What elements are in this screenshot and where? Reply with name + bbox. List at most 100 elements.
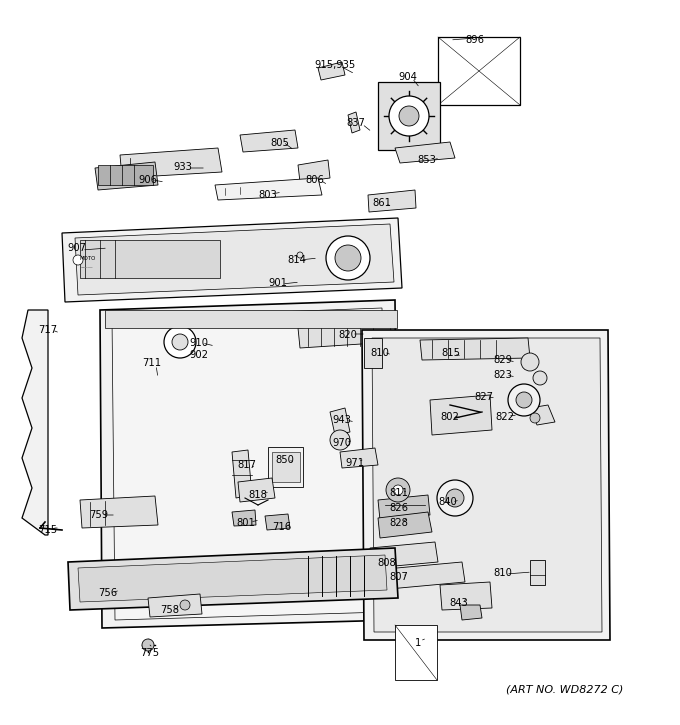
Text: 943: 943 [333, 415, 352, 425]
Bar [80, 240, 220, 278]
Polygon shape [112, 308, 385, 620]
Text: 808: 808 [377, 558, 396, 568]
Polygon shape [148, 594, 202, 617]
Text: 801: 801 [237, 518, 256, 528]
Polygon shape [372, 338, 602, 632]
Text: 811: 811 [390, 488, 409, 498]
Polygon shape [378, 512, 432, 538]
Polygon shape [395, 142, 455, 163]
Polygon shape [348, 112, 360, 133]
Polygon shape [440, 582, 492, 610]
Text: 837: 837 [347, 118, 365, 128]
Bar [378, 82, 440, 150]
Polygon shape [265, 514, 290, 530]
Text: 815: 815 [441, 348, 460, 358]
Text: 758: 758 [160, 605, 180, 615]
Polygon shape [78, 555, 387, 602]
Bar [268, 447, 303, 487]
Text: (ART NO. WD8272 C): (ART NO. WD8272 C) [507, 685, 624, 695]
Polygon shape [530, 405, 555, 425]
Text: 1: 1 [415, 638, 421, 648]
Circle shape [330, 430, 350, 450]
Polygon shape [420, 338, 530, 360]
Text: 756: 756 [99, 588, 118, 598]
Text: 759: 759 [90, 510, 109, 520]
Bar [395, 625, 437, 680]
Polygon shape [330, 408, 350, 435]
Polygon shape [120, 148, 222, 178]
Circle shape [335, 245, 361, 271]
Bar [105, 310, 397, 328]
Text: 907: 907 [67, 243, 86, 253]
Text: 711: 711 [142, 358, 162, 368]
Text: 840: 840 [439, 497, 458, 507]
Text: 775: 775 [141, 648, 160, 658]
Text: 823: 823 [494, 370, 513, 380]
Text: 915,935: 915,935 [314, 60, 356, 70]
Polygon shape [318, 62, 345, 80]
Polygon shape [368, 190, 416, 212]
Polygon shape [68, 548, 398, 610]
Circle shape [73, 255, 83, 265]
Polygon shape [430, 395, 492, 435]
Circle shape [437, 480, 473, 516]
Text: 814: 814 [288, 255, 307, 265]
Text: 810: 810 [371, 348, 390, 358]
Circle shape [326, 236, 370, 280]
Text: 820: 820 [339, 330, 358, 340]
Text: 850: 850 [275, 455, 294, 465]
Circle shape [142, 639, 154, 651]
Text: 829: 829 [494, 355, 513, 365]
Polygon shape [62, 218, 402, 302]
Circle shape [389, 96, 429, 136]
Polygon shape [232, 450, 252, 498]
Polygon shape [460, 605, 482, 620]
Text: 805: 805 [271, 138, 290, 148]
Bar [438, 37, 520, 105]
Text: 906: 906 [139, 175, 158, 185]
Polygon shape [22, 310, 48, 535]
Text: 910: 910 [190, 338, 209, 348]
Text: 826: 826 [390, 503, 409, 513]
Text: 971: 971 [345, 458, 364, 468]
Polygon shape [370, 542, 438, 568]
Polygon shape [215, 178, 322, 200]
Text: 807: 807 [390, 572, 409, 582]
Polygon shape [240, 130, 298, 152]
Text: 827: 827 [475, 392, 494, 402]
Text: 802: 802 [441, 412, 460, 422]
Text: 843: 843 [449, 598, 469, 608]
Bar [98, 165, 153, 185]
Polygon shape [75, 224, 394, 295]
Bar [530, 560, 545, 585]
Circle shape [530, 413, 540, 423]
Text: 853: 853 [418, 155, 437, 165]
Text: 717: 717 [39, 325, 58, 335]
Bar [364, 338, 382, 368]
Text: ─────: ───── [80, 266, 92, 270]
Circle shape [521, 353, 539, 371]
Polygon shape [362, 330, 610, 640]
Text: 810: 810 [494, 568, 513, 578]
Text: 901: 901 [269, 278, 288, 288]
Circle shape [386, 478, 410, 502]
Text: 716: 716 [273, 522, 292, 532]
Circle shape [393, 485, 403, 495]
Polygon shape [238, 478, 275, 502]
Circle shape [172, 334, 188, 350]
Circle shape [180, 600, 190, 610]
Polygon shape [100, 300, 398, 628]
Text: 933: 933 [173, 162, 192, 172]
Text: MOTO: MOTO [80, 255, 97, 260]
Text: 861: 861 [373, 198, 392, 208]
Circle shape [508, 384, 540, 416]
Circle shape [164, 326, 196, 358]
Text: 803: 803 [258, 190, 277, 200]
Text: 904: 904 [398, 72, 418, 82]
Text: 902: 902 [190, 350, 209, 360]
Bar [272, 452, 300, 482]
Text: 896: 896 [466, 35, 484, 45]
Polygon shape [80, 496, 158, 528]
Polygon shape [340, 448, 378, 468]
Text: 970: 970 [333, 438, 352, 448]
